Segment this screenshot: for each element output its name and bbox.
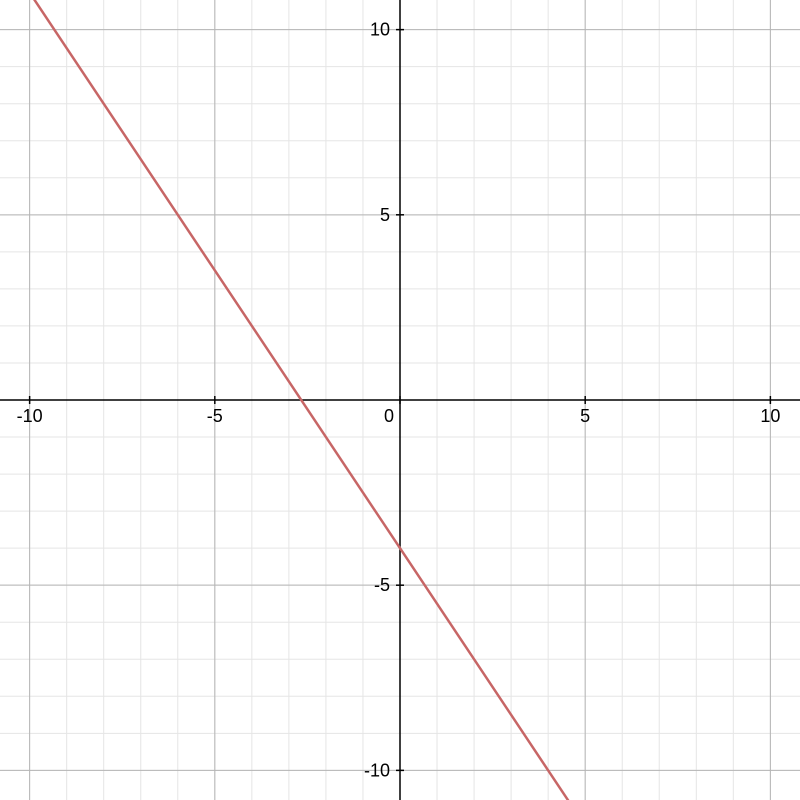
x-tick-label: 5 <box>580 406 590 426</box>
x-tick-label: -5 <box>207 406 223 426</box>
y-tick-label: -10 <box>364 760 390 780</box>
coordinate-chart: -10 -5 0 5 10 -10 -5 5 10 <box>0 0 800 800</box>
chart-svg: -10 -5 0 5 10 -10 -5 5 10 <box>0 0 800 800</box>
x-tick-label: -10 <box>17 406 43 426</box>
y-tick-label: 5 <box>380 205 390 225</box>
x-tick-label: 0 <box>384 406 394 426</box>
y-tick-label: -5 <box>374 575 390 595</box>
x-tick-label: 10 <box>760 406 780 426</box>
y-tick-label: 10 <box>370 20 390 40</box>
